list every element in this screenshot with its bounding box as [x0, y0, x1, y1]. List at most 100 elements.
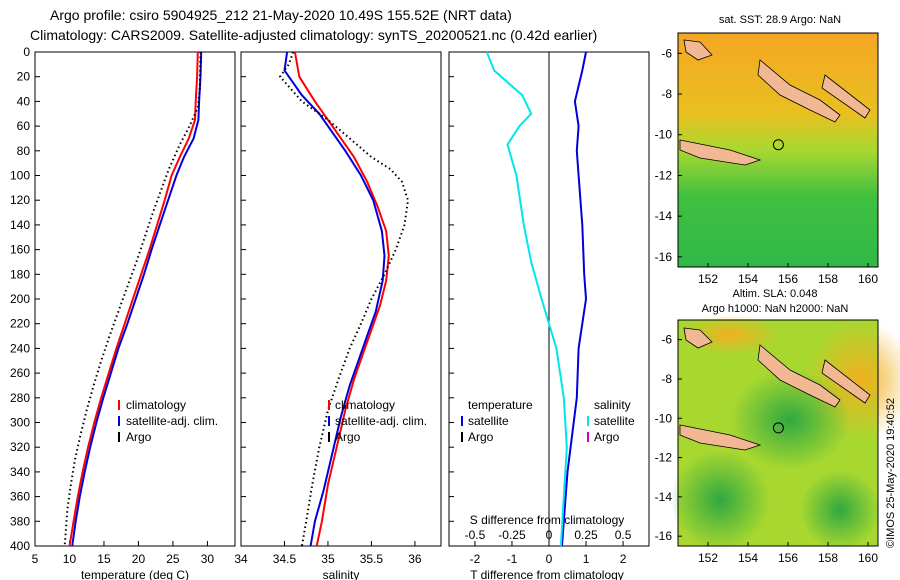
- coast-island: [679, 424, 762, 451]
- y-tick-label: 20: [17, 70, 31, 84]
- x-tick-label: 34.5: [273, 552, 297, 566]
- legend-label-s-argo: Argo: [594, 430, 620, 444]
- header-line1: Argo profile: csiro 5904925_212 21-May-2…: [50, 7, 512, 23]
- x-tick-label: 36: [408, 552, 422, 566]
- map-x-tick-label: 152: [698, 551, 718, 565]
- s-tick-label: -0.25: [498, 528, 526, 542]
- coast-island: [821, 359, 871, 404]
- sla-map-title1: Altim. SLA: 0.048: [733, 288, 818, 300]
- sst-map: sat. SST: 28.9 Argo: NaN 152 154 156 158 160…: [655, 14, 879, 286]
- temperature-legend: climatology satellite-adj. clim. Argo: [118, 398, 218, 444]
- y-tick-label: 260: [10, 366, 30, 380]
- series-line-satellite-adj-clim-: [71, 51, 203, 547]
- salinity-lines: [278, 51, 410, 547]
- y-tick-label: 60: [17, 119, 31, 133]
- map-y-tick-label: -14: [655, 209, 673, 223]
- series-line-salinity-satellite: [485, 51, 568, 547]
- argo-position-marker: [772, 139, 784, 151]
- sla-low: [800, 470, 880, 550]
- y-tick-label: 220: [10, 317, 30, 331]
- x-tick-label: 20: [132, 552, 146, 566]
- sst-map-title: sat. SST: 28.9 Argo: NaN: [719, 14, 841, 26]
- y-tick-label: 280: [10, 391, 30, 405]
- y-tick-label: 240: [10, 341, 30, 355]
- y-tick-label: 140: [10, 218, 30, 232]
- legend-label-climatology: climatology: [126, 398, 186, 412]
- sla-coastline: [679, 327, 871, 451]
- s-tick-label: 0.5: [615, 528, 632, 542]
- legend-label-argo: Argo: [335, 430, 361, 444]
- y-tick-label: 300: [10, 416, 30, 430]
- sla-map: Altim. SLA: 0.048 Argo h1000: NaN h2000:…: [655, 288, 900, 565]
- legend-label-climatology: climatology: [335, 398, 395, 412]
- map-y-tick-label: -16: [655, 250, 673, 264]
- coast-island: [683, 327, 713, 349]
- map-y-tick-label: -6: [661, 46, 672, 60]
- map-x-tick-label: 156: [778, 551, 798, 565]
- y-tick-label: 120: [10, 193, 30, 207]
- map-y-tick-label: -12: [655, 168, 673, 182]
- series-line-satellite-adj-clim-: [283, 51, 386, 547]
- sla-map-title2: Argo h1000: NaN h2000: NaN: [702, 303, 849, 315]
- map-y-tick-label: -10: [655, 128, 673, 142]
- sla-axes: 152 154 156 158 160 -6 -8 -10 -12 -14 -16: [655, 333, 879, 565]
- x-tick-label: -2: [470, 552, 481, 566]
- t-difference-xlabel: T difference from climatology: [470, 568, 624, 580]
- x-tick-label: 25: [166, 552, 180, 566]
- x-tick-label: -1: [507, 552, 518, 566]
- y-tick-label: 320: [10, 440, 30, 454]
- map-x-tick-label: 154: [738, 272, 758, 286]
- sla-frame: [677, 319, 879, 547]
- coast-island: [757, 59, 841, 123]
- s-tick-label: 0.25: [574, 528, 598, 542]
- legend-label-t-argo: Argo: [468, 430, 494, 444]
- map-y-tick-label: -6: [661, 333, 672, 347]
- series-line-argo: [278, 51, 410, 547]
- series-line-climatology: [293, 51, 390, 547]
- x-tick-label: 1: [583, 552, 590, 566]
- legend-label-argo: Argo: [126, 430, 152, 444]
- series-line-argo: [63, 51, 202, 547]
- legend-label-satellite: satellite-adj. clim.: [335, 414, 427, 428]
- s-tick-label: 0: [546, 528, 553, 542]
- difference-lines: [485, 51, 588, 547]
- map-y-tick-label: -12: [655, 451, 673, 465]
- map-x-tick-label: 156: [778, 272, 798, 286]
- map-y-tick-label: -8: [661, 372, 672, 386]
- salinity-panel: 34 34.5 35 35.5 36 salinity climatology sate…: [234, 51, 442, 580]
- salinity-xlabel: salinity: [323, 568, 360, 580]
- map-x-tick-label: 158: [818, 551, 838, 565]
- y-tick-label: 100: [10, 169, 30, 183]
- temperature-panel: 0 20 40 60 80 100 120 140 160 180 200 220 240 260 280 3…: [10, 45, 454, 580]
- s-tick-label: -0.5: [465, 528, 486, 542]
- coast-island: [679, 139, 762, 166]
- y-tick-label: 400: [10, 539, 30, 553]
- temperature-x-axis: 5 10 15 20 25 30: [32, 541, 214, 566]
- difference-panel: -2 -1 0 1 2 T difference from climatology S …: [448, 51, 650, 580]
- legend-label-s-satellite: satellite: [594, 414, 635, 428]
- y-tick-label: 80: [17, 144, 31, 158]
- difference-legend: temperature satellite Argo salinity sate…: [461, 398, 635, 444]
- x-tick-label: 5: [32, 552, 39, 566]
- header-line2: Climatology: CARS2009. Satellite-adjuste…: [30, 27, 597, 43]
- salinity-x-axis: 34 34.5 35 35.5 36: [234, 541, 422, 566]
- map-x-tick-label: 160: [858, 272, 878, 286]
- s-difference-ticks: -0.5 -0.25 0 0.25 0.5: [465, 528, 632, 542]
- legend-title-salinity: salinity: [594, 398, 631, 412]
- y-tick-label: 40: [17, 94, 31, 108]
- map-x-tick-label: 152: [698, 272, 718, 286]
- depth-axis: 0 20 40 60 80 100 120 140 160 180 200 220 240 260 280 3…: [10, 45, 454, 553]
- series-line-climatology: [68, 51, 199, 547]
- x-tick-label: 2: [620, 552, 627, 566]
- x-tick-label: 10: [63, 552, 77, 566]
- salinity-legend: climatology satellite-adj. clim. Argo: [328, 398, 427, 444]
- map-x-tick-label: 160: [858, 551, 878, 565]
- coast-island: [683, 39, 713, 61]
- map-y-tick-label: -16: [655, 529, 673, 543]
- x-tick-label: 15: [97, 552, 111, 566]
- y-tick-label: 160: [10, 243, 30, 257]
- series-line-temperature-satellite: [561, 51, 588, 547]
- argo-position-marker: [772, 422, 784, 434]
- map-y-tick-label: -10: [655, 411, 673, 425]
- coast-island: [757, 344, 841, 408]
